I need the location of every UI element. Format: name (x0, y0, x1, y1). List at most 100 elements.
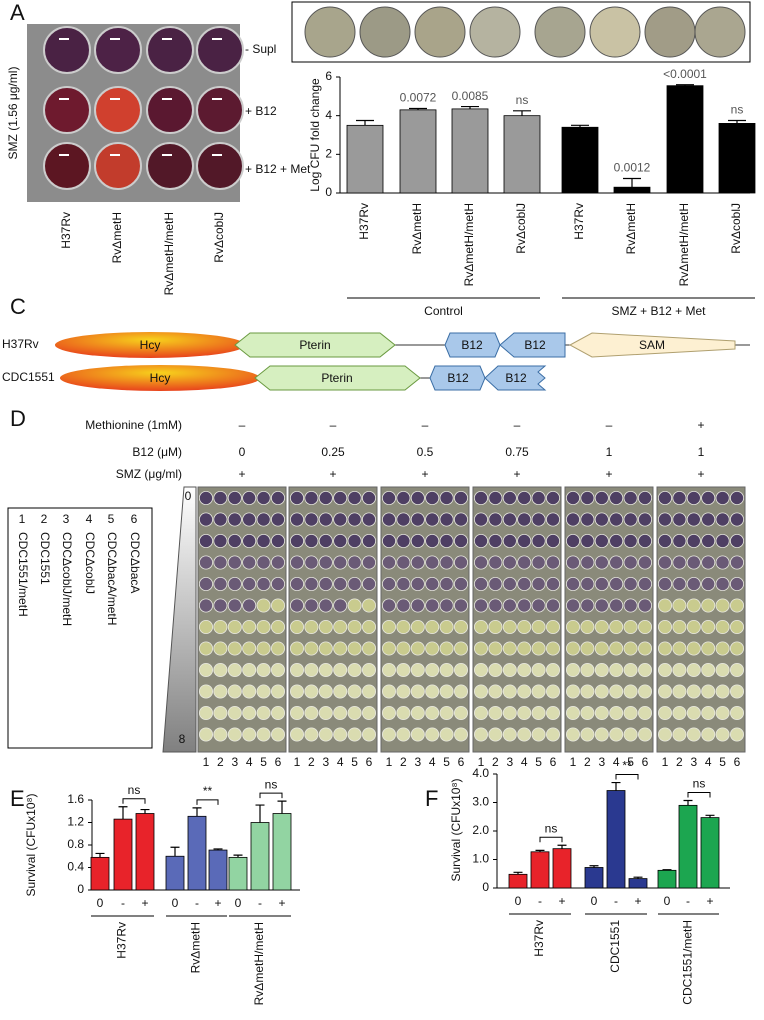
well (502, 641, 517, 656)
well (227, 512, 242, 527)
well (453, 620, 468, 635)
group-label: H37Rv (532, 920, 546, 957)
y-tick-label: 2 (325, 147, 332, 161)
well (304, 555, 319, 570)
photos (304, 6, 746, 58)
well (94, 142, 142, 190)
well (361, 598, 376, 613)
well (531, 663, 546, 678)
well (715, 706, 730, 721)
well (425, 555, 440, 570)
error-bar (461, 105, 479, 109)
bar (606, 790, 626, 889)
well (242, 706, 257, 721)
well (473, 555, 488, 570)
well (672, 620, 687, 635)
well (715, 727, 730, 742)
well (473, 706, 488, 721)
well (304, 706, 319, 721)
well (347, 534, 362, 549)
domain-pterin (254, 365, 421, 391)
well (672, 598, 687, 613)
significance-label: ** (203, 784, 213, 798)
error-bar (255, 804, 265, 823)
column-number: 6 (734, 755, 741, 769)
y-axis-label: Log CFU fold change (308, 78, 322, 192)
well (396, 684, 411, 699)
well (715, 598, 730, 613)
well (361, 620, 376, 635)
well (502, 534, 517, 549)
well (381, 641, 396, 656)
well (701, 727, 716, 742)
row-label: + B12 + Met (245, 162, 311, 176)
well (289, 490, 304, 505)
well (425, 534, 440, 549)
x-tick-label: - (258, 896, 262, 910)
well (517, 512, 532, 527)
bar (165, 855, 185, 891)
well (730, 490, 745, 505)
well (439, 512, 454, 527)
well (658, 598, 673, 613)
significance-bracket (259, 792, 283, 799)
bar (272, 813, 292, 891)
bar (530, 851, 550, 889)
plate (472, 486, 562, 753)
well (198, 512, 213, 527)
well (256, 534, 271, 549)
well (361, 534, 376, 549)
group-label: SMZ + B12 + Met (611, 304, 706, 318)
well (198, 490, 213, 505)
domain-pterin (234, 332, 396, 358)
well (531, 577, 546, 592)
well (546, 620, 561, 635)
well (730, 706, 745, 721)
well (502, 598, 517, 613)
well (256, 512, 271, 527)
column-label: RvΔmetH (110, 212, 124, 263)
well (594, 512, 609, 527)
plate-photo (694, 6, 746, 58)
well (517, 641, 532, 656)
p-value: <0.0001 (663, 67, 707, 81)
well (318, 598, 333, 613)
y-tick-label: 0 (482, 880, 489, 894)
well (347, 641, 362, 656)
column-label: H37Rv (59, 212, 73, 249)
condition-label: B12 (μM) (132, 445, 182, 459)
group-label: H37Rv (115, 922, 129, 959)
well (672, 706, 687, 721)
well (270, 598, 285, 613)
well (425, 663, 440, 678)
well (531, 706, 546, 721)
well (609, 706, 624, 721)
x-tick-label: 0 (515, 894, 522, 908)
domain-label: Hcy (140, 338, 161, 352)
well (425, 641, 440, 656)
well (715, 555, 730, 570)
error-bar (140, 808, 150, 814)
well (686, 555, 701, 570)
bar (613, 186, 651, 194)
well (289, 598, 304, 613)
well (658, 512, 673, 527)
well (473, 512, 488, 527)
well (686, 620, 701, 635)
well (580, 534, 595, 549)
well (488, 684, 503, 699)
well (546, 684, 561, 699)
well (517, 555, 532, 570)
domain-label: B12 (461, 338, 483, 352)
row-label: - Supl (245, 42, 276, 56)
well (658, 534, 673, 549)
bar (228, 856, 248, 891)
well (715, 534, 730, 549)
well (609, 555, 624, 570)
column-number: 1 (570, 755, 577, 769)
y-tick-label: 1.2 (67, 815, 84, 829)
well (517, 620, 532, 635)
well (425, 490, 440, 505)
well (715, 641, 730, 656)
well (304, 598, 319, 613)
